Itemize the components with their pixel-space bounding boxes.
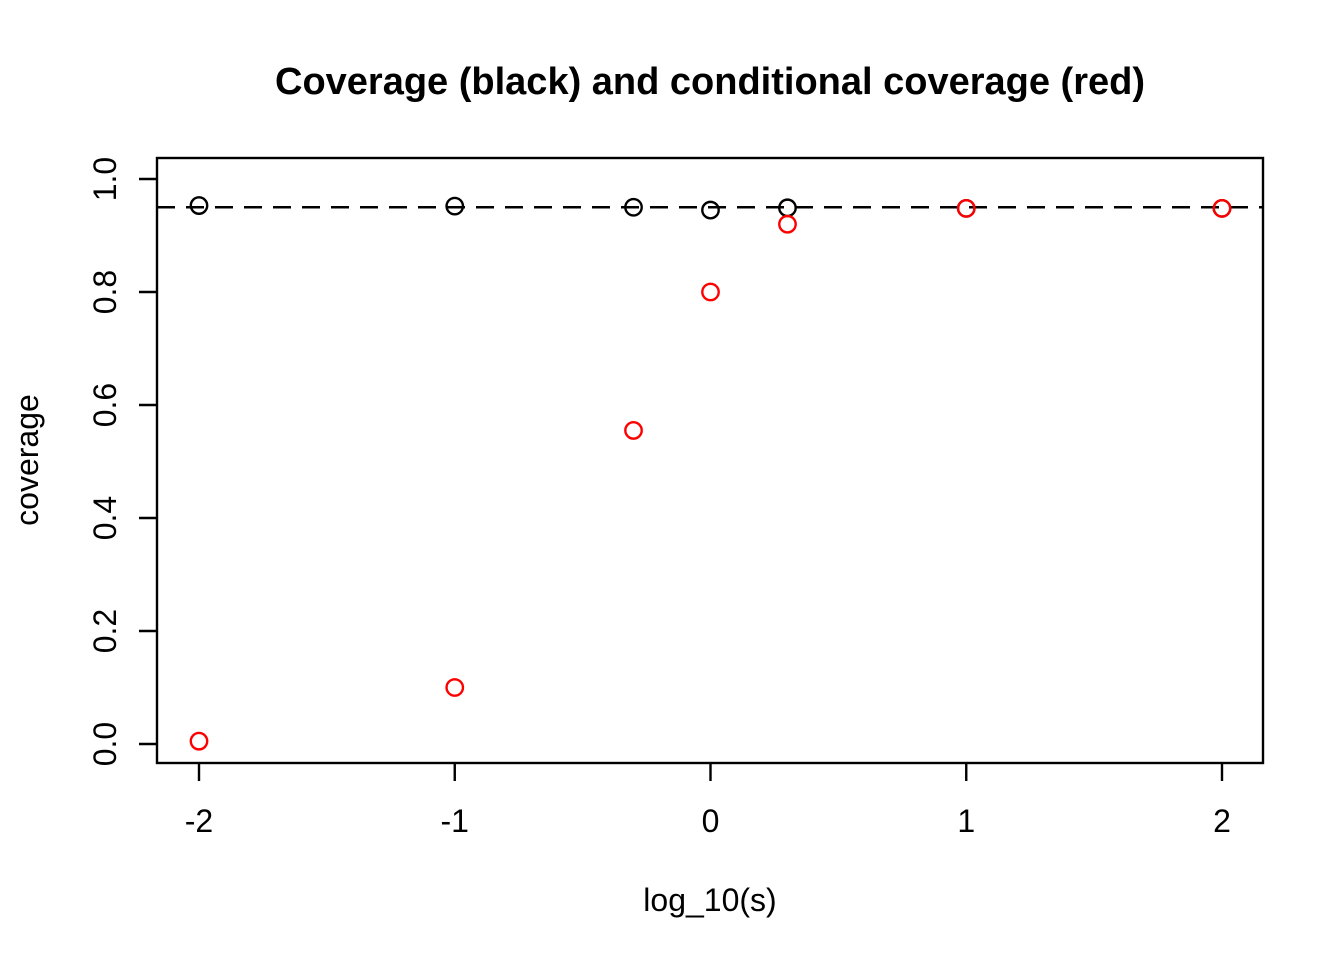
data-point-conditional-coverage bbox=[701, 282, 720, 302]
axes-layer: -2 -1 0 1 2 0.0 0.2 0.4 0.6 0.8 1.0 bbox=[87, 157, 1231, 839]
x-tick-label: -2 bbox=[185, 803, 213, 839]
y-tick-label: 1.0 bbox=[87, 157, 123, 201]
data-point-conditional-coverage bbox=[189, 731, 209, 751]
y-tick-label: 0.2 bbox=[87, 609, 123, 653]
x-tick-label: 1 bbox=[957, 803, 975, 839]
x-axis-title: log_10(s) bbox=[643, 882, 776, 918]
data-point-coverage bbox=[624, 197, 643, 217]
data-point-conditional-coverage bbox=[445, 678, 465, 697]
y-axis-title: coverage bbox=[9, 394, 45, 526]
data-point-conditional-coverage bbox=[1212, 198, 1232, 218]
data-point-coverage bbox=[189, 196, 209, 215]
y-tick-label: 0.8 bbox=[87, 270, 123, 314]
y-tick-label: 0.0 bbox=[87, 722, 123, 766]
data-point-conditional-coverage bbox=[624, 421, 643, 440]
plot-border bbox=[155, 156, 1265, 765]
data-point-coverage bbox=[445, 196, 465, 216]
x-tick-label: -1 bbox=[441, 803, 469, 839]
data-points-layer bbox=[189, 196, 1232, 751]
data-point-coverage bbox=[701, 200, 720, 220]
x-tick-label: 0 bbox=[702, 803, 720, 839]
y-tick-label: 0.4 bbox=[87, 496, 123, 540]
data-point-conditional-coverage bbox=[956, 198, 976, 218]
chart-title: Coverage (black) and conditional coverag… bbox=[275, 61, 1145, 103]
data-point-conditional-coverage bbox=[778, 214, 797, 234]
y-tick-label: 0.6 bbox=[87, 383, 123, 427]
x-tick-label: 2 bbox=[1213, 803, 1231, 839]
